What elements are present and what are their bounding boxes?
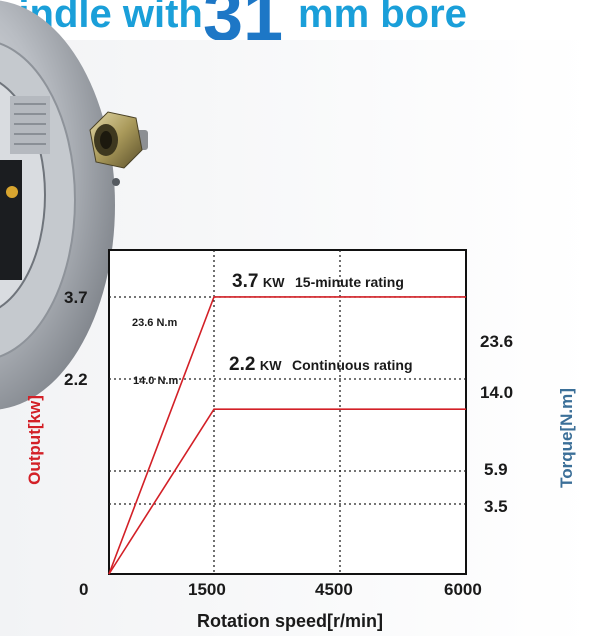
series-line-continuous-rating — [108, 408, 466, 575]
y-left-axis-label: Output[kw] — [25, 395, 44, 485]
rating-15min-label: 15-minute rating — [295, 274, 404, 290]
torque-label-23.6: 23.6 N.m — [132, 317, 177, 329]
headline-text-right: mm bore — [298, 0, 467, 36]
y-right-tick-14.0: 14.0 — [480, 383, 513, 402]
x-tick-4500: 4500 — [315, 580, 353, 599]
rating-continuous-value: 2.2 — [229, 354, 255, 375]
y-right-tick-3.5: 3.5 — [484, 497, 508, 516]
y-left-tick-2.2: 2.2 — [64, 370, 88, 389]
rating-continuous-unit: KW — [260, 358, 282, 373]
rating-15min-value: 3.7 — [232, 271, 258, 292]
torque-label-14.0: 14.0 N.m — [133, 375, 178, 387]
y-left-tick-3.7: 3.7 — [64, 288, 88, 307]
series-line-15-minute-rating — [108, 296, 466, 575]
rating-15min-unit: KW — [263, 275, 285, 290]
rating-continuous: 2.2 KW Continuous rating — [229, 354, 413, 375]
hydraulic-fitting — [89, 111, 148, 169]
y-right-tick-23.6: 23.6 — [480, 332, 513, 351]
rating-continuous-label: Continuous rating — [292, 357, 413, 373]
x-axis-label: Rotation speed[r/min] — [197, 611, 383, 631]
x-tick-1500: 1500 — [188, 580, 226, 599]
y-right-axis-label: Torque[N.m] — [557, 388, 576, 488]
y-right-tick-5.9: 5.9 — [484, 460, 508, 479]
x-tick-6000: 6000 — [444, 580, 482, 599]
headline: pindle with 31 mm bore — [0, 0, 593, 52]
plot-frame — [108, 249, 467, 575]
rating-15min: 3.7 KW 15-minute rating — [232, 271, 404, 292]
x-tick-0: 0 — [79, 580, 88, 599]
